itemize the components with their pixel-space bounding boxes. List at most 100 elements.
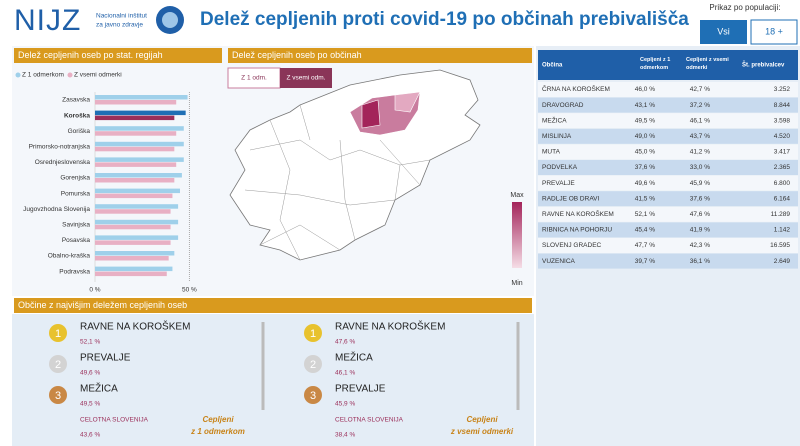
medal [304,355,322,373]
name: PREVALJE [335,384,386,395]
bar [95,193,173,199]
total-label: CELOTNA SLOVENIJA [335,417,404,424]
table-row [538,128,798,144]
button-label: Vsi [717,26,730,36]
bar [95,178,175,183]
bar [95,162,177,167]
population-label: Prikaz po populaciji: [709,3,780,12]
x-tick-label: 50 % [182,287,197,294]
value: 49,6 % [80,370,100,377]
cell: 49,0 % [635,133,655,140]
column-header: Občina [542,63,563,69]
name: RAVNE NA KOROŠKEM [80,320,190,333]
rank: 1 [55,328,61,340]
medal [49,355,67,373]
table-row [538,238,798,253]
cell: 43,1 % [635,102,655,109]
medal [304,386,322,404]
bar [95,209,171,214]
rank: 3 [55,390,61,402]
cell: 6.800 [774,180,791,187]
column-header: Cepljeni z 1 odmerkom [640,57,670,71]
title: Delež cepljenih proti covid-19 po občina… [200,9,689,30]
cell: 41,9 % [690,227,710,234]
y-tick-label: Osrednjeslovenska [35,159,91,166]
bar [95,131,177,136]
total-value: 43,6 % [80,432,100,439]
bar [95,115,175,121]
y-tick-label: Savinjska [62,222,90,229]
y-tick-label: Jugovzhodna Slovenija [23,206,90,213]
table-row [538,222,798,238]
cell: 42,7 % [690,86,710,93]
button-label: 18 + [765,26,783,36]
bar [95,271,167,277]
table-row [538,191,798,207]
cell: 45,9 % [690,180,710,187]
medal [49,386,67,404]
cell: 47,6 % [690,211,710,218]
section-header [14,48,222,63]
legend-label: Z vsemi odmerki [74,72,122,79]
caption: Cepljeni [466,415,498,424]
bar [95,157,184,162]
bar [95,95,188,100]
button[interactable] [700,20,747,44]
bar [95,146,175,152]
cell: 8.844 [774,102,791,109]
bar [95,266,173,272]
column-header: Cepljeni z vsemi odmerki [686,57,729,71]
button[interactable] [750,19,798,45]
cell: 6.164 [774,195,791,202]
cell: SLOVENJ GRADEC [542,242,602,249]
bar [95,256,169,261]
cell: MISLINJA [542,133,572,140]
medal [49,324,67,342]
table-row [538,206,798,222]
cell: 45,0 % [635,149,655,156]
cell: 11.289 [771,211,791,218]
cell: 47,7 % [635,242,655,249]
cell: 4.520 [774,133,791,140]
section-header [228,48,532,63]
cell: 46,1 % [690,117,710,124]
y-tick-label: Podravska [59,268,90,275]
bar [95,224,171,230]
legend-max: Max [510,192,524,199]
cell: 46,0 % [635,86,655,93]
caption: z vsemi odmerki [450,427,514,436]
rank: 2 [310,359,316,371]
total-value: 38,4 % [335,432,355,439]
y-tick-label: Obalno-kraška [48,253,91,260]
legend-label: Z 1 odmerkom [22,72,64,79]
cell: 3.417 [774,149,791,156]
cell: RADLJE OB DRAVI [542,195,600,202]
table-row [538,82,798,97]
cell: 1.142 [774,227,791,234]
value: 46,1 % [335,370,355,377]
name: MEŽICA [335,351,373,364]
cell: RAVNE NA KOROŠKEM [542,209,614,218]
cell: 2.365 [774,164,791,171]
bar [95,100,177,105]
cell: 49,6 % [635,180,655,187]
rank: 3 [310,390,316,402]
bar [95,235,179,240]
cell: 3.598 [774,117,791,124]
cell: PODVELKA [542,164,578,171]
legend-dot [15,72,21,78]
name: PREVALJE [80,353,131,364]
bar [95,219,179,225]
name: MEŽICA [80,382,118,395]
cell: 36,1 % [690,258,710,265]
value: 49,5 % [80,401,100,408]
x-tick-label: 0 % [89,287,100,294]
cell: DRAVOGRAD [542,102,584,109]
section-title: Občine z najvišjim deležem cepljenih ose… [18,300,187,310]
cell: 2.649 [774,258,791,265]
y-tick-label: Primorsko-notranjska [29,144,91,151]
toggle[interactable] [280,68,332,88]
cell: ČRNA NA KOROŠKEM [542,84,610,93]
cell: 39,7 % [635,258,655,265]
total-label: CELOTNA SLOVENIJA [80,417,149,424]
